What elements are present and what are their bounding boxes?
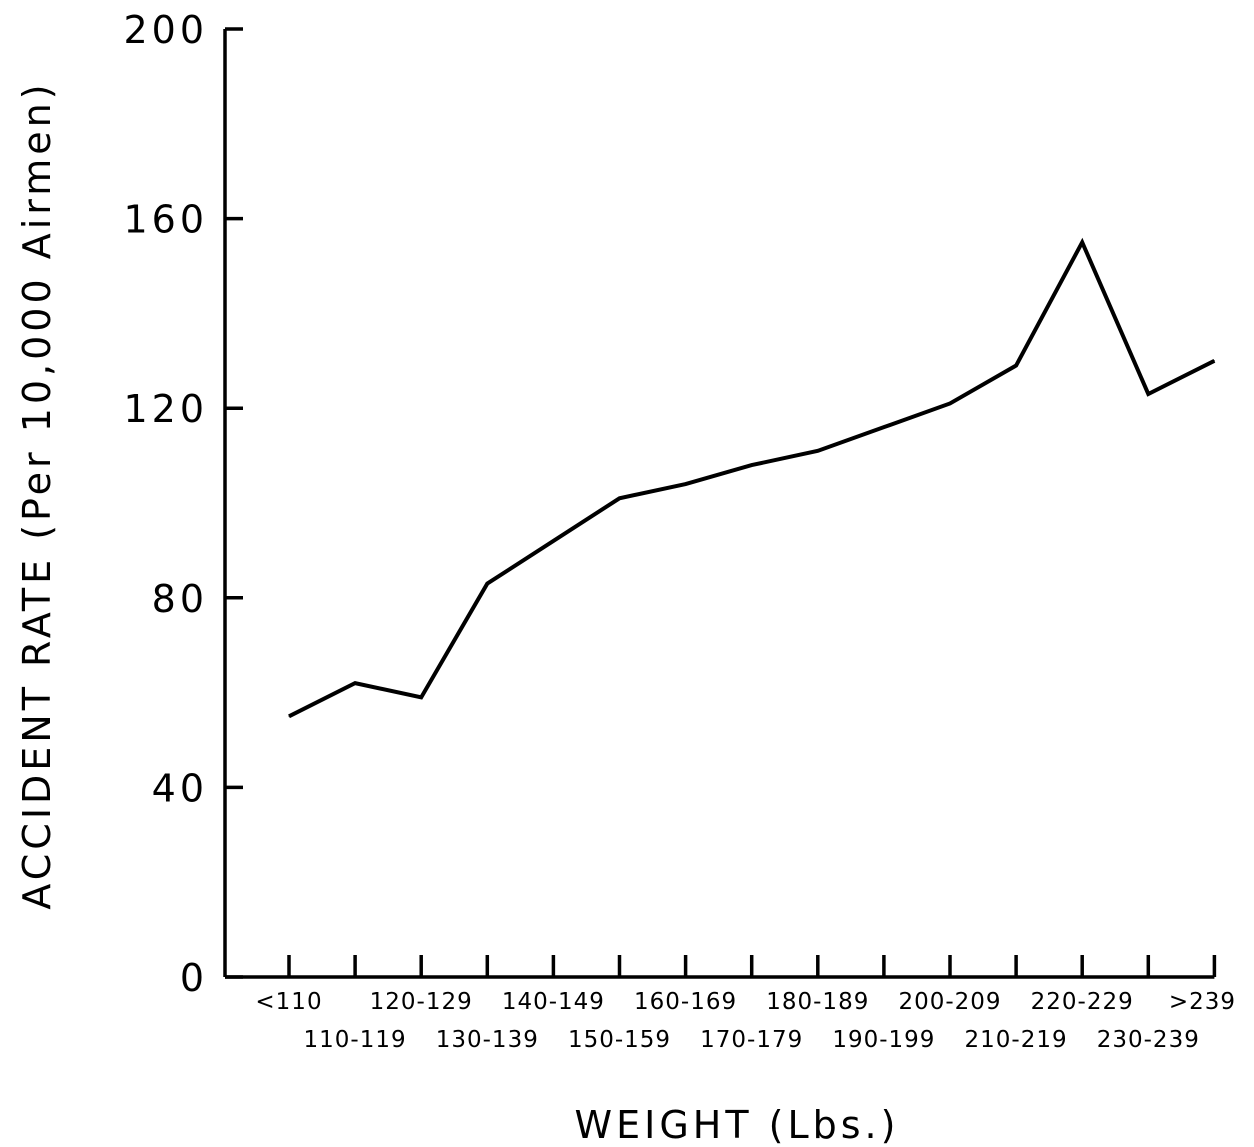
- y-tick-label: 0: [180, 956, 208, 1000]
- x-tick-label: 140-149: [502, 989, 605, 1015]
- series-line: [288, 237, 1216, 719]
- x-tick-label: >239: [1169, 989, 1236, 1015]
- x-tick-label: <110: [255, 989, 322, 1015]
- x-axis: <110 110-119 120-129 130-139 140-149 150-159 1…: [225, 955, 1236, 1053]
- data-point: [751, 464, 753, 466]
- y-tick-label: 120: [123, 387, 208, 431]
- data-point: [486, 583, 488, 585]
- x-tick-label: 200-209: [898, 989, 1001, 1015]
- data-point: [354, 682, 356, 684]
- data-point: [1015, 365, 1017, 367]
- data-point: [552, 540, 554, 542]
- y-tick-label: 160: [123, 198, 208, 242]
- y-tick-label: 200: [123, 8, 208, 52]
- data-point: [949, 402, 951, 404]
- x-tick-label: 230-239: [1097, 1027, 1200, 1053]
- x-tick-label: 110-119: [304, 1027, 407, 1053]
- series-group: [288, 237, 1216, 719]
- data-point: [420, 696, 422, 698]
- x-axis-title: WEIGHT (Lbs.): [575, 1103, 900, 1147]
- data-point: [1147, 393, 1149, 395]
- x-tick-label: 120-129: [370, 989, 473, 1015]
- x-tick-label: 180-189: [766, 989, 869, 1015]
- x-tick-label: 210-219: [965, 1027, 1068, 1053]
- data-point: [1213, 360, 1215, 362]
- y-tick-label: 40: [152, 766, 208, 810]
- data-point: [1081, 241, 1083, 243]
- x-tick-label: 160-169: [634, 989, 737, 1015]
- data-point: [883, 426, 885, 428]
- data-point: [817, 450, 819, 452]
- y-tick-label: 80: [152, 577, 208, 621]
- x-tick-label: 190-199: [832, 1027, 935, 1053]
- x-tick-label: 130-139: [436, 1027, 539, 1053]
- data-point: [685, 483, 687, 485]
- data-point: [619, 497, 620, 499]
- y-axis-title: ACCIDENT RATE (Per 10,000 Airmen): [15, 80, 59, 909]
- data-point: [288, 715, 290, 717]
- y-axis: 0 40 80 120 160 200: [123, 8, 243, 1000]
- x-tick-label: 150-159: [568, 1027, 671, 1053]
- x-tick-label: 170-179: [700, 1027, 803, 1053]
- x-tick-label: 220-229: [1031, 989, 1134, 1015]
